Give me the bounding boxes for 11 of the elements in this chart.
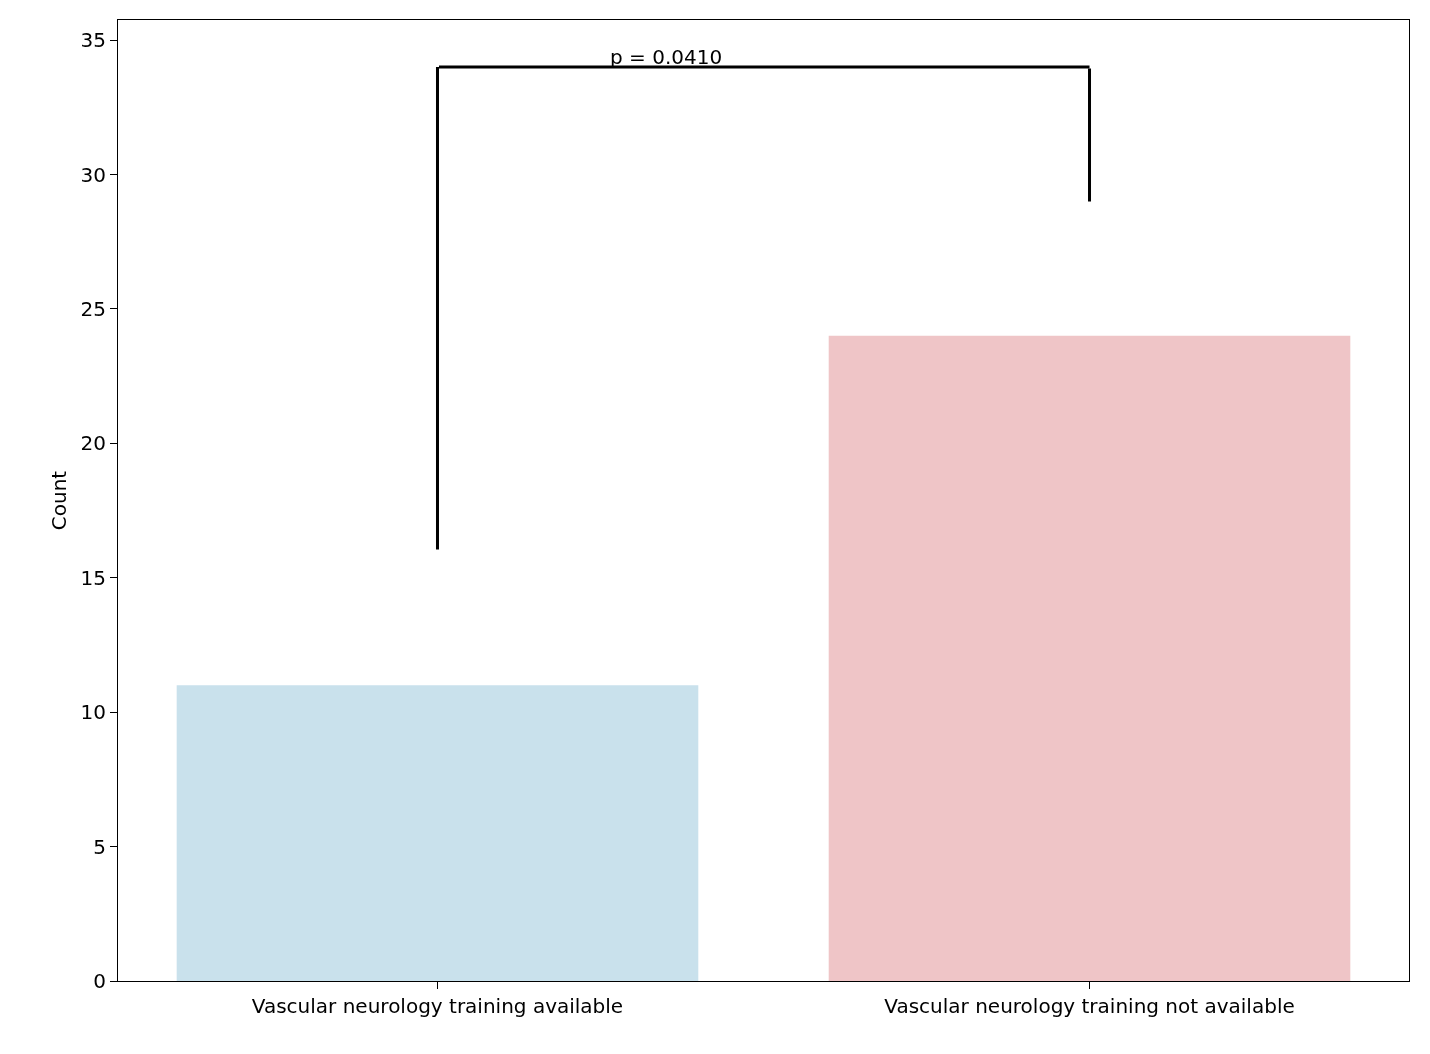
x-tick-label: Vascular neurology training not available bbox=[884, 994, 1295, 1018]
y-tick-label: 25 bbox=[80, 296, 106, 321]
y-tick-label: 15 bbox=[80, 565, 106, 590]
y-tick-label: 0 bbox=[93, 969, 106, 993]
y-tick-label: 5 bbox=[93, 834, 106, 859]
y-tick-label: 30 bbox=[80, 162, 106, 187]
y-tick-label: 10 bbox=[80, 700, 106, 725]
y-tick-label: 20 bbox=[80, 431, 106, 456]
y-axis-title: Count bbox=[47, 470, 72, 531]
x-tick-label: Vascular neurology training available bbox=[251, 994, 624, 1018]
y-tick-label: 35 bbox=[80, 28, 106, 53]
